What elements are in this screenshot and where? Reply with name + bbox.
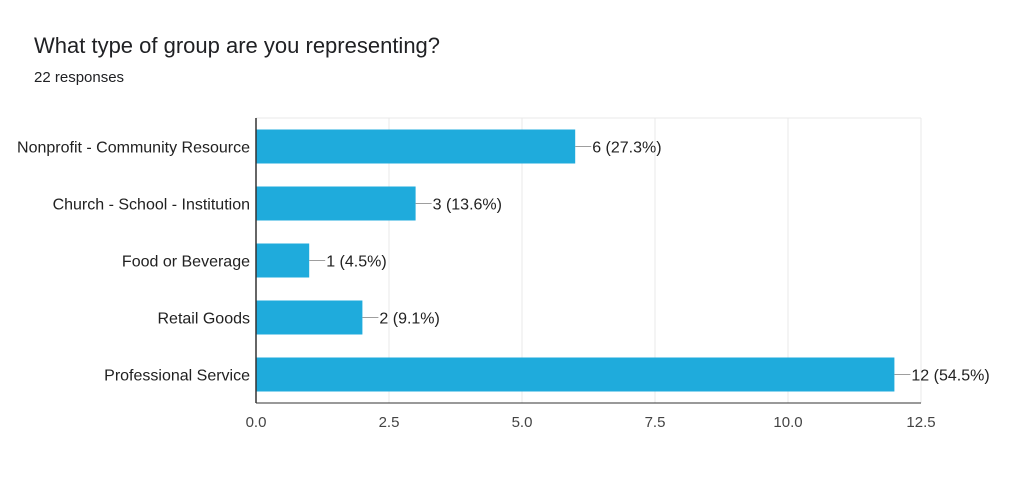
data-label: 6 (27.3%) [592, 140, 661, 157]
data-label: 3 (13.6%) [433, 197, 502, 214]
category-label: Food or Beverage [122, 254, 250, 271]
category-label: Professional Service [104, 368, 250, 385]
x-tick-label: 10.0 [773, 414, 802, 431]
category-label: Church - School - Institution [53, 197, 250, 214]
bar [256, 357, 895, 392]
x-tick-label: 12.5 [906, 414, 935, 431]
data-label: 2 (9.1%) [379, 311, 439, 328]
x-tick-label: 7.5 [645, 414, 666, 431]
bar [256, 129, 576, 164]
x-tick-label: 0.0 [246, 414, 267, 431]
data-label: 12 (54.5%) [911, 368, 989, 385]
bar [256, 186, 416, 221]
response-count: 22 responses [34, 69, 125, 86]
category-label: Retail Goods [158, 311, 251, 328]
chart-title: What type of group are you representing? [34, 33, 441, 58]
bar [256, 243, 310, 278]
x-tick-label: 2.5 [379, 414, 400, 431]
data-label: 1 (4.5%) [326, 254, 386, 271]
category-label: Nonprofit - Community Resource [17, 140, 250, 157]
x-tick-label: 5.0 [512, 414, 533, 431]
bar [256, 300, 363, 335]
